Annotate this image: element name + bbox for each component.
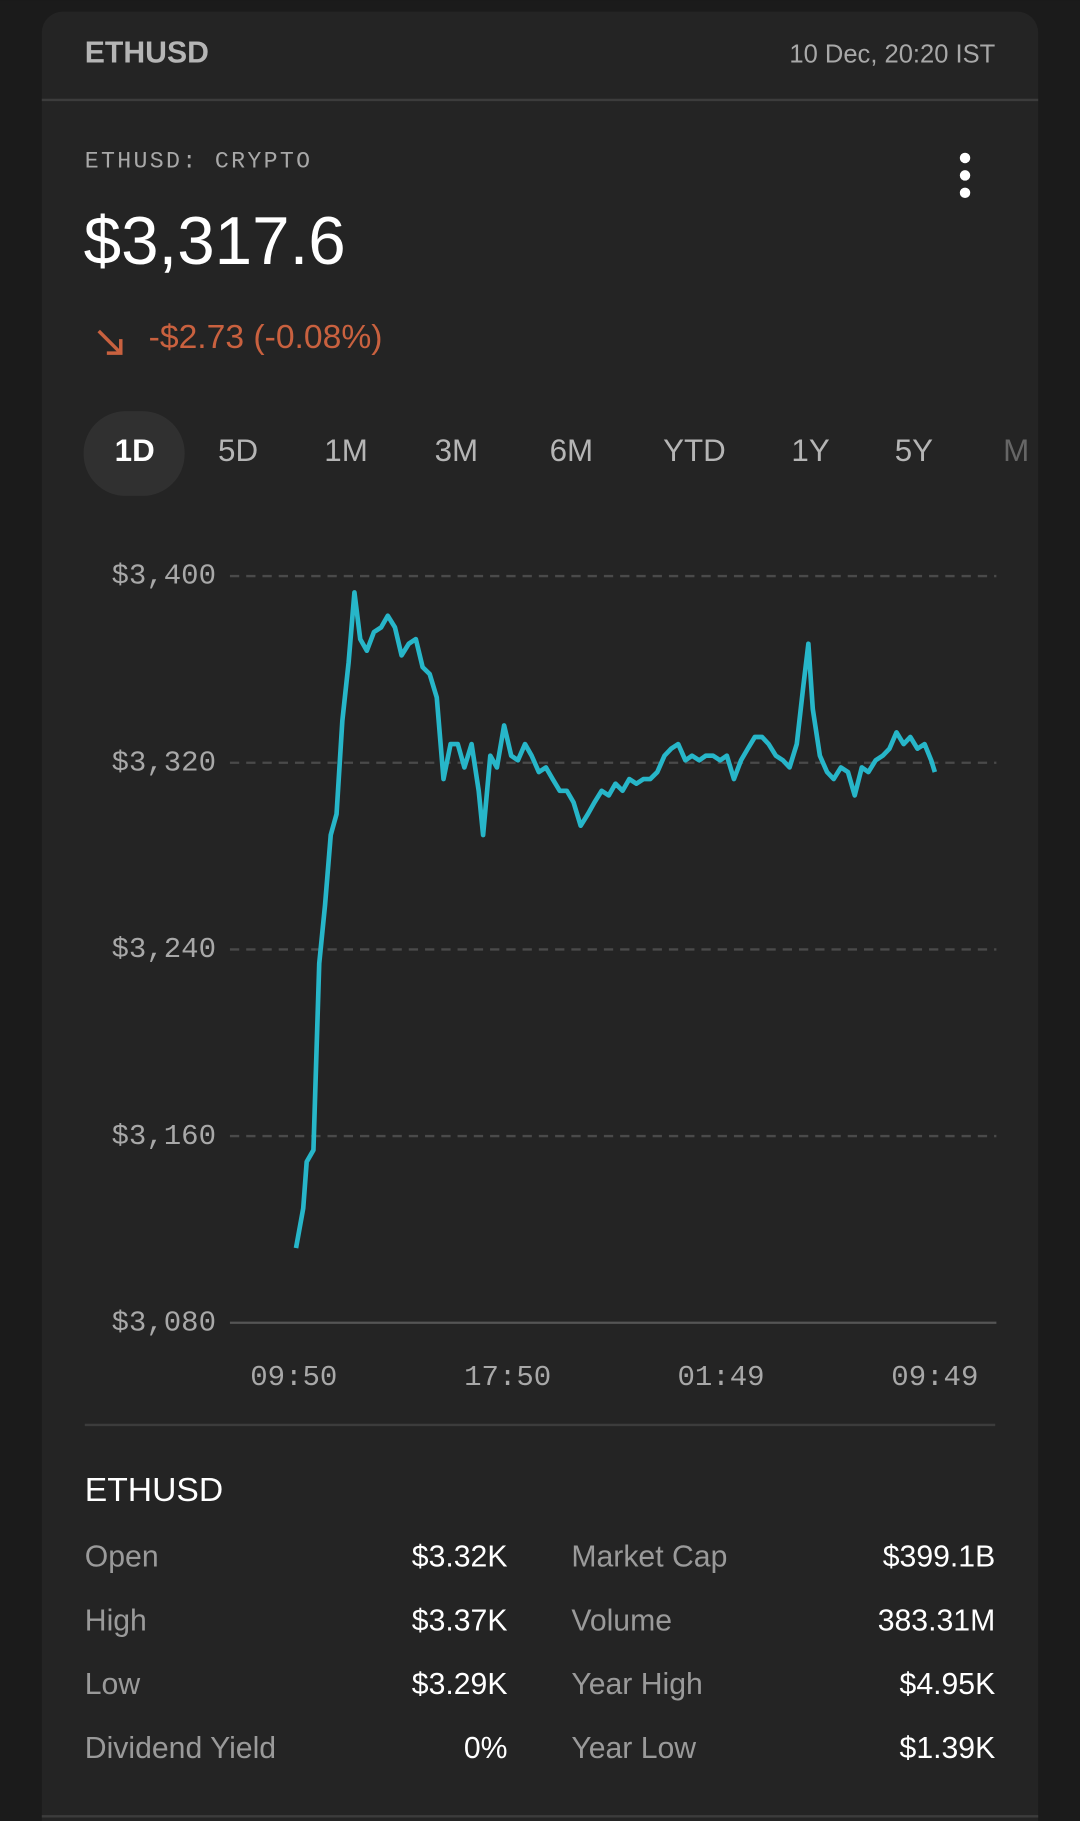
y-tick-label: $3,160 bbox=[112, 1120, 216, 1153]
y-tick-label: $3,400 bbox=[112, 560, 216, 593]
price-chart: $3,080 $3,160 $3,240 $3,320 $3,400 09:50 17:50… bbox=[112, 560, 997, 1394]
stat-value: $4.95K bbox=[900, 1668, 996, 1701]
more-menu[interactable] bbox=[959, 152, 971, 199]
price-line bbox=[293, 590, 938, 1249]
y-tick-label: $3,240 bbox=[112, 933, 216, 966]
stat-label: Market Cap bbox=[571, 1540, 727, 1573]
stat-label: High bbox=[85, 1604, 147, 1637]
menu-dot bbox=[959, 187, 971, 199]
stat-value: $3.29K bbox=[412, 1668, 508, 1701]
range-tab[interactable]: 3M bbox=[435, 433, 479, 468]
range-tab[interactable]: 1Y bbox=[791, 433, 829, 468]
y-tick-label: $3,320 bbox=[112, 746, 216, 779]
x-tick-label: 09:50 bbox=[250, 1361, 337, 1394]
range-tab[interactable]: 1D bbox=[115, 433, 155, 468]
x-tick-label: 17:50 bbox=[464, 1361, 551, 1394]
x-tick-label: 09:49 bbox=[891, 1361, 978, 1394]
timestamp: 10 Dec, 20:20 IST bbox=[789, 41, 995, 69]
range-tab[interactable]: 5D bbox=[218, 433, 258, 468]
selected-range-pill bbox=[83, 411, 185, 496]
menu-dot bbox=[959, 170, 971, 181]
exchange-label: ETHUSD: CRYPTO bbox=[85, 149, 313, 175]
stat-label: Year Low bbox=[571, 1732, 696, 1765]
range-tabs: 1D 5D 1M 3M 6M YTD 1Y 5Y M bbox=[115, 433, 1030, 468]
x-tick-label: 01:49 bbox=[677, 1361, 764, 1394]
stat-value: $3.37K bbox=[412, 1604, 508, 1637]
price-change: -$2.73 (-0.08%) bbox=[149, 319, 383, 356]
stat-value: $399.1B bbox=[883, 1540, 995, 1573]
stat-label: Year High bbox=[571, 1668, 702, 1701]
down-arrow-icon bbox=[97, 329, 123, 355]
menu-dot bbox=[959, 152, 971, 164]
range-tab[interactable]: 5Y bbox=[895, 433, 933, 468]
stat-value: 0% bbox=[464, 1732, 508, 1765]
stat-label: Dividend Yield bbox=[85, 1732, 276, 1765]
range-tab[interactable]: 6M bbox=[550, 433, 594, 468]
stat-value: $3.32K bbox=[412, 1540, 508, 1573]
stat-label: Open bbox=[85, 1540, 159, 1573]
range-tab[interactable]: M bbox=[1003, 433, 1029, 468]
stat-value: 383.31M bbox=[878, 1604, 995, 1637]
range-tab[interactable]: YTD bbox=[663, 433, 726, 468]
y-tick-label: $3,080 bbox=[112, 1306, 216, 1339]
price: $3,317.6 bbox=[84, 204, 346, 279]
stat-label: Volume bbox=[571, 1604, 672, 1637]
card bbox=[41, 11, 1039, 1821]
range-tab[interactable]: 1M bbox=[324, 433, 368, 468]
stats-title: ETHUSD bbox=[85, 1472, 223, 1509]
stat-value: $1.39K bbox=[900, 1732, 996, 1765]
header-title: ETHUSD bbox=[85, 37, 209, 70]
stats-table: Open $3.32K Market Cap $399.1B High $3.37K Vol… bbox=[85, 1540, 995, 1765]
stat-label: Low bbox=[85, 1668, 141, 1701]
